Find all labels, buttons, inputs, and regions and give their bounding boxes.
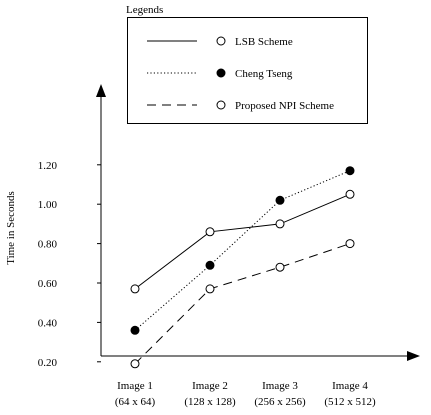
series-lines (134, 170, 351, 365)
series-line-3 (134, 243, 351, 365)
x-category-sublabel: (256 x 256) (254, 396, 306, 408)
legend-box (127, 17, 368, 124)
series-2-point (130, 325, 140, 335)
series-2-point (205, 260, 215, 270)
legend-entry-label: Proposed NPI Scheme (235, 100, 334, 112)
x-category-label: Image 1 (117, 380, 153, 392)
legend: Legends LSB Scheme Cheng Tseng Proposed NPI… (126, 4, 368, 124)
series-1-point (275, 219, 285, 229)
x-category-label: Image 2 (192, 380, 228, 392)
y-tick-label: 0.40 (38, 317, 58, 329)
x-category-sublabel: (128 x 128) (184, 396, 236, 408)
legend-entry-label: Cheng Tseng (235, 68, 293, 80)
x-category-label: Image 3 (262, 380, 298, 392)
x-category-sublabel: (512 x 512) (324, 396, 376, 408)
series-1-point (205, 227, 215, 237)
x-axis-categories: Image 1 (64 x 64) Image 2 (128 x 128) Image … (115, 380, 376, 408)
y-axis-label: Time in Seconds (5, 191, 17, 265)
x-axis-arrow (407, 351, 420, 361)
y-tick-label: 1.20 (38, 160, 58, 172)
series-line-2 (134, 170, 351, 331)
series-2-point (275, 195, 285, 205)
series-3-point (275, 262, 285, 272)
y-tick-label: 0.80 (38, 239, 58, 251)
legend-marker (216, 36, 226, 46)
legend-marker (216, 68, 226, 78)
series-2-point (345, 166, 355, 176)
y-tick-label: 1.00 (38, 199, 58, 211)
legend-marker (216, 100, 226, 110)
x-category-label: Image 4 (332, 380, 368, 392)
y-tick-label: 0.20 (38, 357, 58, 369)
legend-title: Legends (126, 4, 163, 16)
series-3-point (345, 239, 355, 249)
y-axis-ticks: 0.20 0.40 0.60 0.80 1.00 1.20 (38, 160, 101, 369)
series-line-1 (134, 193, 351, 290)
x-category-sublabel: (64 x 64) (115, 396, 156, 408)
series-1-point (345, 189, 355, 199)
series-3-point (205, 284, 215, 294)
series-1-point (130, 284, 140, 294)
series-markers (130, 166, 355, 369)
y-axis-arrow (96, 84, 106, 97)
series-3-point (130, 359, 140, 369)
legend-entry-label: LSB Scheme (235, 36, 293, 48)
y-tick-label: 0.60 (38, 278, 58, 290)
chart-axes (96, 84, 420, 361)
